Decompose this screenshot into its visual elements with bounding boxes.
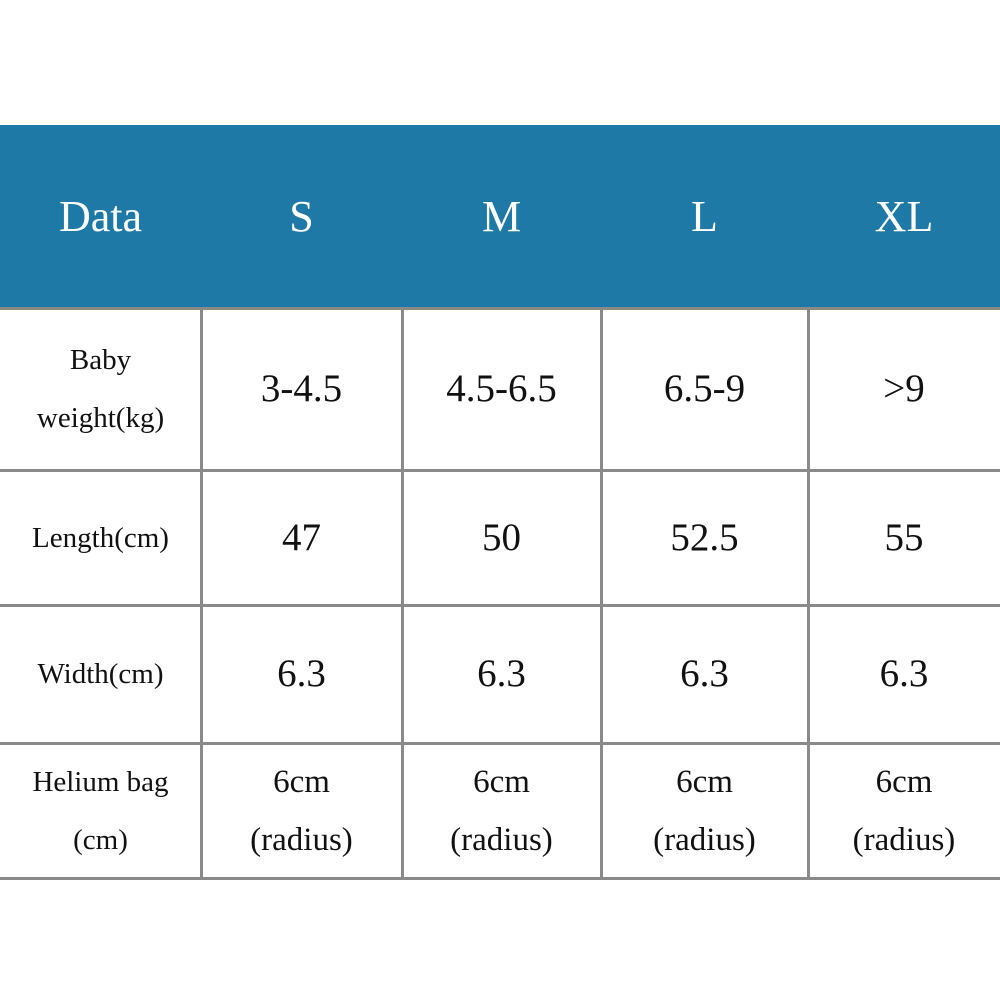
row-border (0, 742, 1000, 745)
value-cell: 6.5-9 (601, 308, 808, 470)
column-border (807, 308, 810, 878)
cell-text: (cm) (73, 823, 128, 856)
cell-text: 6.5-9 (663, 367, 746, 410)
cell-text: Length(cm) (32, 521, 169, 554)
value-cell: 6cm (radius) (201, 743, 402, 878)
value-cell: 6cm (radius) (601, 743, 808, 878)
row-border (0, 307, 1000, 310)
cell-text: 47 (282, 515, 321, 559)
cell-text: 3-4.5 (260, 367, 343, 410)
cell-text: >9 (883, 367, 925, 410)
value-cell: >9 (808, 308, 1000, 470)
column-border (200, 308, 203, 878)
row-label: Baby weight(kg) (0, 308, 201, 470)
value-cell: 50 (402, 470, 601, 605)
cell-text: (radius) (450, 821, 553, 858)
header-band (0, 125, 1000, 308)
cell-text: S (289, 191, 314, 241)
cell-text: 6cm (875, 763, 933, 800)
cell-text: (radius) (852, 821, 956, 858)
row-border (0, 604, 1000, 607)
cell-text: Helium bag (32, 765, 169, 798)
cell-text: 6.3 (277, 652, 326, 695)
value-cell: 47 (201, 470, 402, 605)
row-border (0, 469, 1000, 472)
value-cell: 3-4.5 (201, 308, 402, 470)
row-label: Width(cm) (0, 605, 201, 743)
header-cell: M (402, 125, 601, 308)
row-label: Length(cm) (0, 470, 201, 605)
value-cell: 6.3 (601, 605, 808, 743)
cell-text: 6.3 (879, 652, 929, 695)
cell-text: Width(cm) (37, 658, 164, 690)
row-label: Helium bag (cm) (0, 743, 201, 878)
header-cell: Data (0, 125, 201, 308)
header-cell: L (601, 125, 808, 308)
cell-text: 6cm (473, 763, 530, 800)
cell-text: 52.5 (670, 515, 739, 559)
cell-text: 55 (884, 515, 924, 559)
cell-text: 50 (482, 515, 521, 559)
cell-text: XL (874, 191, 934, 241)
column-border (401, 308, 404, 878)
row-border (0, 877, 1000, 880)
value-cell: 6cm (radius) (808, 743, 1000, 878)
cell-text: (radius) (250, 821, 353, 858)
cell-text: 6cm (273, 763, 330, 800)
cell-text: L (691, 191, 718, 241)
column-border (600, 308, 603, 878)
value-cell: 6.3 (402, 605, 601, 743)
cell-text: Baby (69, 344, 132, 376)
header-cell: S (201, 125, 402, 308)
value-cell: 6.3 (808, 605, 1000, 743)
cell-text: M (481, 191, 522, 241)
cell-text: (radius) (653, 821, 756, 858)
cell-text: 6.3 (680, 652, 729, 695)
value-cell: 6.3 (201, 605, 402, 743)
cell-text: 4.5-6.5 (446, 367, 557, 410)
value-cell: 6cm (radius) (402, 743, 601, 878)
cell-text: 6.3 (477, 652, 526, 695)
cell-text: weight(kg) (36, 402, 165, 434)
header-cell: XL (808, 125, 1000, 308)
value-cell: 55 (808, 470, 1000, 605)
value-cell: 52.5 (601, 470, 808, 605)
cell-text: 6cm (676, 763, 733, 800)
cell-text: Data (58, 191, 143, 241)
value-cell: 4.5-6.5 (402, 308, 601, 470)
